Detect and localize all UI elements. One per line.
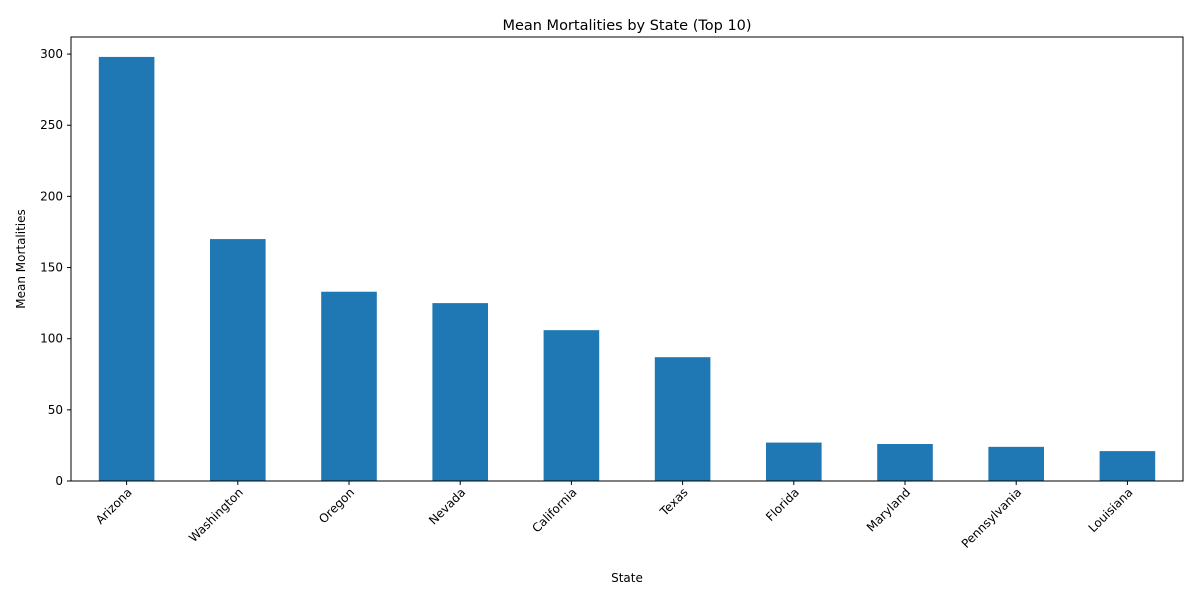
y-tick-label: 0 xyxy=(55,474,63,488)
x-tick-label: Washington xyxy=(186,485,246,545)
y-tick-label: 250 xyxy=(40,118,63,132)
bar-maryland xyxy=(877,444,933,481)
plot-frame xyxy=(70,36,1184,482)
bar-washington xyxy=(210,239,266,481)
x-tick-label: Oregon xyxy=(316,485,357,526)
y-tick-label: 100 xyxy=(40,332,63,346)
y-tick-label: 300 xyxy=(40,47,63,61)
x-axis-label: State xyxy=(611,571,643,585)
bar-pennsylvania xyxy=(988,446,1044,481)
bars-group xyxy=(98,56,1156,482)
bar-texas xyxy=(654,357,711,481)
bar-louisiana xyxy=(1099,451,1156,481)
y-axis-label: Mean Mortalities xyxy=(14,209,28,309)
bar-nevada xyxy=(432,303,488,481)
y-tick-label: 150 xyxy=(40,261,63,275)
chart-title: Mean Mortalities by State (Top 10) xyxy=(502,18,751,34)
bar-florida xyxy=(766,442,822,481)
x-tick-label: Louisiana xyxy=(1086,485,1136,535)
bar-oregon xyxy=(321,291,377,481)
bar-california xyxy=(543,330,600,481)
bar-arizona xyxy=(98,56,155,482)
x-tick-label: Nevada xyxy=(426,485,468,527)
y-tick-label: 50 xyxy=(48,403,63,417)
x-tick-label: Maryland xyxy=(864,485,913,534)
x-tick-label: Texas xyxy=(657,485,691,519)
x-tick-label: Pennsylvania xyxy=(959,485,1025,551)
x-tick-label: California xyxy=(529,485,579,535)
x-tick-label: Arizona xyxy=(93,485,135,527)
x-tick-label: Florida xyxy=(763,485,802,524)
x-axis-ticks: Arizona Washington Oregon Nevada California T… xyxy=(93,481,1136,551)
y-axis-ticks: 0 50 100 150 200 250 300 xyxy=(40,47,71,488)
y-tick-label: 200 xyxy=(40,189,63,203)
